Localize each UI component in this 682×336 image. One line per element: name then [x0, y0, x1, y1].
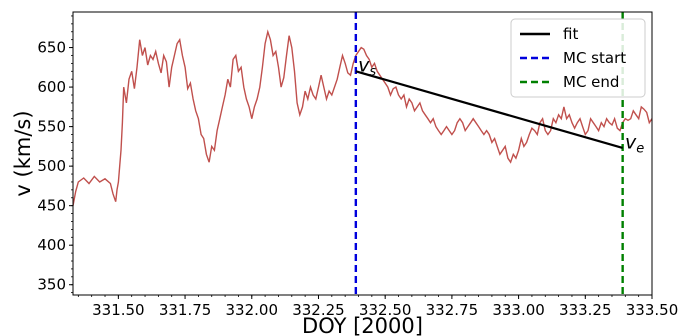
x-tick-label: 333.25 [559, 301, 612, 319]
annotation-layer: vs ve [358, 55, 644, 157]
x-tick-label: 331.75 [159, 301, 212, 319]
legend-label: MC end [563, 73, 619, 91]
x-tick-label: 332.75 [426, 301, 479, 319]
y-tick-label: 450 [37, 197, 66, 215]
y-tick-label: 350 [37, 276, 66, 294]
legend-label: MC start [563, 49, 626, 67]
plot-frame [72, 11, 653, 296]
annotation-v-s: vs [358, 55, 376, 80]
x-tick-label: 333.50 [626, 301, 679, 319]
fit-line [355, 70, 623, 150]
x-tick-label: 332.00 [226, 301, 279, 319]
x-tick-label: 332.50 [359, 301, 412, 319]
y-tick-label: 500 [37, 157, 66, 175]
x-tick-label: 331.50 [92, 301, 145, 319]
y-axis-label: v (km/s) [11, 110, 35, 196]
y-tick-label: 600 [37, 78, 66, 96]
y-tick-label: 400 [37, 236, 66, 254]
x-tick-label: 333.00 [492, 301, 545, 319]
y-tick-label: 650 [37, 39, 66, 57]
velocity-series-line [73, 29, 652, 206]
legend-label: fit [563, 25, 578, 43]
legend: fit MC start MC end [510, 18, 646, 98]
x-tick-label: 332.25 [292, 301, 345, 319]
legend-box [510, 18, 646, 98]
x-axis-label: DOY [2000] [302, 314, 423, 336]
y-tick-label: 550 [37, 118, 66, 136]
ticks-layer: 331.50 331.75 332.00 332.25 332.50 332.75 333.… [37, 15, 679, 319]
annotation-v-e: ve [625, 131, 644, 156]
